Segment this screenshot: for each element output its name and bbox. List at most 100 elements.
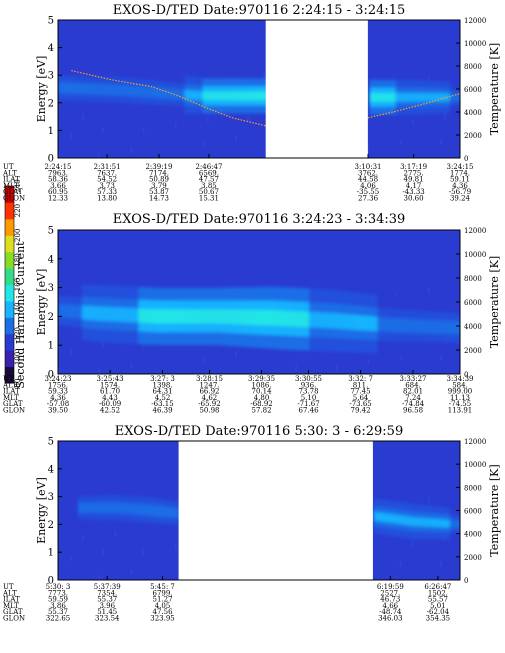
orbit-value: 49.81 xyxy=(404,176,424,184)
orbit-value: -74.55 xyxy=(449,400,471,408)
band-core xyxy=(160,87,164,99)
band-core xyxy=(301,311,304,327)
band-core xyxy=(64,304,67,318)
band-core xyxy=(72,82,75,94)
orbit-value: 11.13 xyxy=(450,394,470,402)
band-core xyxy=(433,518,437,527)
band-core xyxy=(429,518,433,527)
orbit-value: 50.98 xyxy=(199,407,219,415)
band-core xyxy=(395,318,399,333)
orbit-value: 47.56 xyxy=(152,608,173,616)
band-core xyxy=(58,82,61,94)
band-core xyxy=(128,502,131,515)
band-core xyxy=(114,307,117,322)
band-core xyxy=(451,93,455,102)
orbit-value: 3:27: 3 xyxy=(150,375,175,383)
orbit-value: 1398. xyxy=(152,381,172,389)
orbit-value: 2775. xyxy=(404,169,424,177)
band-core xyxy=(381,317,385,332)
band-core xyxy=(427,93,431,102)
y2-tick-label: 6000 xyxy=(464,299,482,307)
band-core xyxy=(415,92,419,102)
spectrogram-noise xyxy=(443,113,446,120)
orbit-value: 3762. xyxy=(358,169,378,177)
band-core xyxy=(134,85,137,97)
band-core xyxy=(411,92,415,102)
orbit-value: 7773. xyxy=(48,589,68,597)
orbit-value: 57.82 xyxy=(252,407,272,415)
band-core xyxy=(110,84,113,96)
orbit-value: 59.33 xyxy=(48,388,68,396)
band-core xyxy=(355,314,359,330)
band-core xyxy=(92,306,95,321)
orbit-value: 14.73 xyxy=(149,195,169,203)
band-core xyxy=(160,309,164,324)
band-core xyxy=(88,83,91,95)
orbit-value: 3:25:43 xyxy=(97,375,124,383)
orbit-value: 4.52 xyxy=(155,394,171,402)
colorbar-tick-label: 140 xyxy=(14,302,22,315)
band-core xyxy=(431,518,435,527)
panel-2: EXOS-D/TED Date:970116 3:24:23 - 3:34:39… xyxy=(2,212,501,415)
band-core xyxy=(158,87,162,99)
orbit-value: -71.67 xyxy=(297,400,319,408)
band-core xyxy=(112,502,115,514)
spectrogram-noise xyxy=(234,350,237,357)
orbit-value: 7637. xyxy=(97,169,117,177)
y-tick-label: 5 xyxy=(48,437,54,448)
band-core xyxy=(84,502,87,513)
orbit-value: 70.14 xyxy=(252,388,273,396)
band-core xyxy=(172,309,176,324)
band-core xyxy=(439,519,443,528)
colorbar-tick-label: 240 xyxy=(14,179,22,192)
band-core xyxy=(256,91,260,101)
band-core xyxy=(269,310,272,326)
band-core xyxy=(214,309,218,324)
band-core xyxy=(333,313,336,329)
colorbar-swatch xyxy=(5,317,14,335)
temperature-curve xyxy=(367,93,460,119)
band-core xyxy=(377,92,381,102)
orbit-value: 1247. xyxy=(199,381,219,389)
band-core xyxy=(453,321,457,335)
spectrogram-noise xyxy=(367,144,370,151)
orbit-value: 5.10 xyxy=(301,394,317,402)
spectrogram-noise xyxy=(439,138,442,145)
band-core xyxy=(104,502,107,514)
band-core xyxy=(170,507,174,518)
band-core xyxy=(421,93,425,102)
band-core xyxy=(192,90,196,100)
band-core xyxy=(285,310,288,327)
band-core xyxy=(102,306,105,321)
band-core xyxy=(425,518,429,527)
band-core xyxy=(435,320,439,334)
y2-tick-label: 4000 xyxy=(464,323,482,331)
band-core xyxy=(367,315,371,331)
band-core xyxy=(451,520,455,528)
band-core xyxy=(82,305,85,320)
orbit-value: 53.87 xyxy=(149,188,169,196)
band-core xyxy=(188,309,192,324)
band-core xyxy=(202,91,206,101)
orbit-row-label: ALT xyxy=(2,169,17,177)
band-core xyxy=(419,319,423,334)
y-tick-label: 2 xyxy=(48,98,54,109)
y-tick-label: 3 xyxy=(48,492,54,503)
band-core xyxy=(138,308,142,323)
panel-title: EXOS-D/TED Date:970116 3:24:23 - 3:34:39 xyxy=(113,212,406,227)
band-core xyxy=(429,319,433,334)
band-core xyxy=(455,321,459,335)
band-core xyxy=(327,312,330,329)
orbit-row-label: UT xyxy=(3,583,14,591)
band-core xyxy=(142,308,146,323)
spectrogram-noise xyxy=(206,116,209,123)
orbit-value: 1774. xyxy=(450,169,470,177)
band-core xyxy=(437,320,441,334)
band-core xyxy=(234,91,238,101)
band-core xyxy=(421,319,425,334)
band-core xyxy=(423,518,427,527)
colorbar-tick-label: 80 xyxy=(14,379,22,388)
spectrogram-noise xyxy=(246,116,249,123)
band-core xyxy=(397,92,401,102)
band-core xyxy=(160,505,164,517)
